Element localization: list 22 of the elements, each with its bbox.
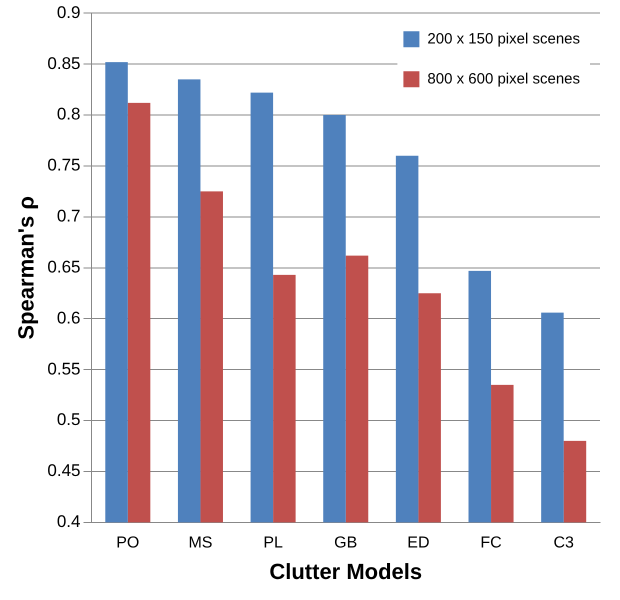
x-tick-label: MS: [188, 534, 212, 552]
y-axis-title: Spearman's ρ: [13, 196, 38, 340]
y-tick-label: 0.6: [56, 308, 80, 328]
y-tick-label: 0.5: [56, 410, 80, 430]
y-tick-label: 0.8: [56, 104, 80, 124]
x-tick-label: ED: [407, 534, 430, 552]
legend-label: 800 x 600 pixel scenes: [427, 70, 580, 88]
y-tick-label: 0.65: [47, 257, 80, 276]
x-tick-label: GB: [334, 534, 358, 552]
y-tick-label: 0.4: [56, 512, 80, 532]
x-axis-title: Clutter Models: [269, 558, 422, 584]
y-tick-label: 0.55: [47, 359, 80, 378]
y-tick-label: 0.85: [47, 54, 80, 73]
legend-label: 200 x 150 pixel scenes: [427, 30, 580, 48]
y-tick-label: 0.75: [47, 156, 80, 175]
x-tick-label: PL: [263, 534, 283, 552]
x-tick-label: FC: [480, 534, 502, 552]
y-tick-label: 0.7: [56, 206, 80, 226]
x-tick-label: C3: [553, 534, 574, 552]
y-tick-label: 0.45: [47, 461, 80, 480]
x-tick-label: PO: [116, 534, 140, 552]
y-tick-label: 0.9: [56, 2, 80, 22]
